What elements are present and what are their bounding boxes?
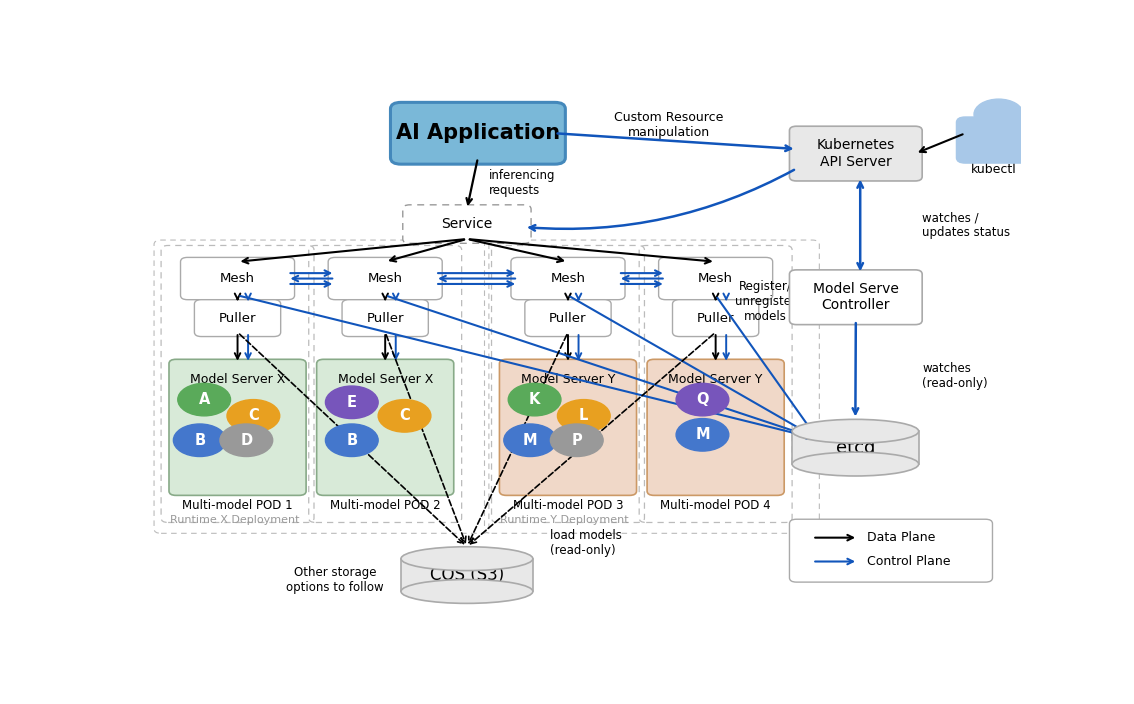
Text: D: D [240,433,253,448]
FancyBboxPatch shape [956,117,1041,163]
Text: C: C [399,408,409,423]
Ellipse shape [792,420,919,444]
FancyBboxPatch shape [342,300,429,337]
Text: E: E [347,395,357,410]
Circle shape [227,400,280,432]
FancyBboxPatch shape [180,258,295,300]
Text: Puller: Puller [697,312,735,325]
Text: A: A [198,392,210,407]
FancyBboxPatch shape [659,258,772,300]
Text: Kubernetes
API Server: Kubernetes API Server [816,139,895,169]
FancyBboxPatch shape [511,258,625,300]
Text: M: M [695,427,710,442]
Text: C: C [248,408,259,423]
Text: Model Serve
Controller: Model Serve Controller [813,282,899,313]
FancyBboxPatch shape [403,205,531,244]
Text: Mesh: Mesh [699,272,734,285]
Circle shape [220,424,272,456]
FancyBboxPatch shape [316,359,454,496]
Text: inferencing
requests: inferencing requests [489,170,556,197]
Text: Mesh: Mesh [550,272,585,285]
Text: Model Server X: Model Server X [189,373,286,386]
FancyBboxPatch shape [789,520,992,582]
FancyBboxPatch shape [793,432,919,464]
Circle shape [676,384,729,416]
Text: watches /
updates status: watches / updates status [922,211,1010,239]
Text: kubectl: kubectl [972,163,1017,176]
Circle shape [325,386,378,419]
Circle shape [558,400,610,432]
Text: Model Server X: Model Server X [338,373,433,386]
Text: etcd: etcd [836,439,875,457]
Text: Puller: Puller [366,312,404,325]
Text: Q: Q [696,392,709,407]
Ellipse shape [401,547,533,570]
FancyBboxPatch shape [390,102,566,164]
Circle shape [550,424,603,456]
Text: Model Server Y: Model Server Y [521,373,615,386]
Text: Multi-model POD 2: Multi-model POD 2 [330,498,440,512]
Text: P: P [572,433,582,448]
Ellipse shape [401,579,533,603]
Text: Puller: Puller [549,312,586,325]
Circle shape [178,384,230,416]
Text: Puller: Puller [219,312,256,325]
Text: Register/
unregister
models: Register/ unregister models [735,279,796,323]
FancyBboxPatch shape [672,300,759,337]
FancyBboxPatch shape [648,359,785,496]
Circle shape [503,424,557,456]
FancyBboxPatch shape [194,300,281,337]
FancyBboxPatch shape [525,300,611,337]
FancyBboxPatch shape [401,559,533,591]
Text: Control Plane: Control Plane [866,555,950,568]
Text: Service: Service [441,217,492,231]
Circle shape [974,99,1023,130]
Ellipse shape [792,452,919,476]
Text: COS (S3): COS (S3) [430,566,503,584]
Text: watches
(read-only): watches (read-only) [922,362,988,390]
FancyBboxPatch shape [789,270,922,325]
Text: Other storage
options to follow: Other storage options to follow [286,567,384,594]
Text: load models
(read-only): load models (read-only) [550,529,623,557]
Text: Custom Resource
manipulation: Custom Resource manipulation [615,111,723,139]
Text: Mesh: Mesh [367,272,403,285]
FancyBboxPatch shape [169,359,306,496]
Text: K: K [528,392,540,407]
FancyBboxPatch shape [789,126,922,181]
Text: Multi-model POD 4: Multi-model POD 4 [660,498,771,512]
Circle shape [325,424,378,456]
FancyBboxPatch shape [499,359,636,496]
Text: Model Server Y: Model Server Y [668,373,763,386]
FancyBboxPatch shape [328,258,442,300]
Text: B: B [346,433,357,448]
Circle shape [676,419,729,451]
Circle shape [508,384,561,416]
Text: Multi-model POD 3: Multi-model POD 3 [513,498,624,512]
Text: L: L [579,408,589,423]
Text: Multi-model POD 1: Multi-model POD 1 [183,498,293,512]
Circle shape [378,400,431,432]
Text: M: M [523,433,538,448]
Text: AI Application: AI Application [396,123,560,144]
Text: Data Plane: Data Plane [866,531,936,544]
Text: B: B [194,433,205,448]
Text: Runtime X Deployment: Runtime X Deployment [170,515,299,524]
Circle shape [174,424,226,456]
Text: Runtime Y Deployment: Runtime Y Deployment [500,515,629,524]
Text: Mesh: Mesh [220,272,255,285]
